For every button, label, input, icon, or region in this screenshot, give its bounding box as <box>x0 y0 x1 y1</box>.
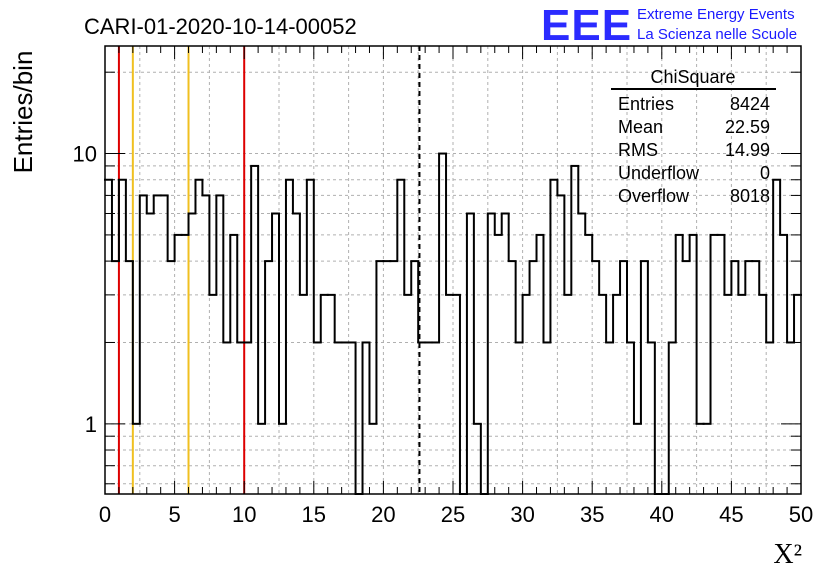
stats-label-rms: RMS <box>618 140 658 160</box>
histogram <box>104 152 802 495</box>
stats-label-mean: Mean <box>618 117 663 137</box>
eee-logo-mark: EEE <box>541 1 632 50</box>
x-tick-label: 30 <box>510 502 534 527</box>
x-axis-label: X² <box>773 539 802 570</box>
x-tick-label: 5 <box>168 502 180 527</box>
eee-logo: EEE Extreme Energy Events La Scienza nel… <box>541 1 797 50</box>
stats-label-underflow: Underflow <box>618 163 700 183</box>
x-tick-label: 40 <box>650 502 674 527</box>
eee-logo-line2: La Scienza nelle Scuole <box>637 26 797 43</box>
run-title: CARI-01-2020-10-14-00052 <box>84 14 357 39</box>
y-tick-label: 10 <box>73 142 97 167</box>
y-axis-label: Entries/bin <box>8 51 38 174</box>
x-tick-label: 15 <box>302 502 326 527</box>
x-tick-label: 20 <box>371 502 395 527</box>
axes: 0 5 10 15 20 25 30 35 40 45 50 1 10 <box>73 45 813 527</box>
stats-value-entries: 8424 <box>730 94 770 114</box>
eee-logo-line1: Extreme Energy Events <box>637 6 795 23</box>
stats-label-entries: Entries <box>618 94 674 114</box>
x-tick-label: 45 <box>719 502 743 527</box>
stats-box: ChiSquare Entries 8424 Mean 22.59 RMS 14… <box>611 67 776 206</box>
x-tick-label: 50 <box>789 502 813 527</box>
stats-value-rms: 14.99 <box>725 140 770 160</box>
stats-value-mean: 22.59 <box>725 117 770 137</box>
stats-title: ChiSquare <box>650 67 735 87</box>
stats-value-underflow: 0 <box>760 163 770 183</box>
y-tick-label: 1 <box>85 412 97 437</box>
stats-label-overflow: Overflow <box>618 186 690 206</box>
x-tick-label: 35 <box>580 502 604 527</box>
x-tick-label: 25 <box>441 502 465 527</box>
x-tick-label: 10 <box>232 502 256 527</box>
x-tick-label: 0 <box>99 502 111 527</box>
stats-value-overflow: 8018 <box>730 186 770 206</box>
